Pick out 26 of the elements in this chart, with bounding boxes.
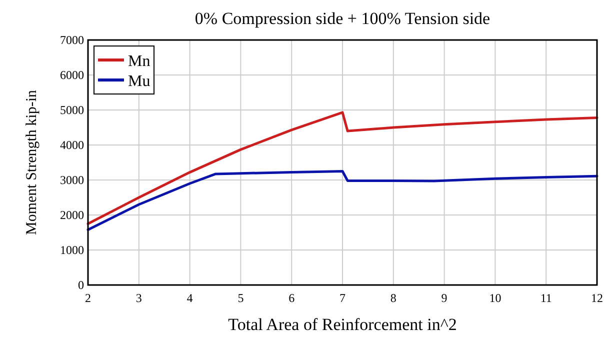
x-tick-label: 3 [136, 291, 142, 305]
x-tick-label: 10 [489, 291, 502, 305]
x-tick-label: 6 [288, 291, 295, 305]
legend-label: Mu [128, 73, 150, 90]
x-tick-label: 5 [238, 291, 244, 305]
y-tick-label: 2000 [60, 208, 84, 222]
x-tick-label: 2 [85, 291, 91, 305]
line-series [86, 111, 598, 225]
y-tick-label: 1000 [60, 243, 84, 257]
y-axis-title: Moment Strength kip-in [24, 90, 40, 235]
y-tick-label: 5000 [60, 103, 84, 117]
x-tick-label: 7 [340, 291, 346, 305]
y-tick-label: 3000 [60, 173, 84, 187]
y-tick-label: 0 [78, 278, 84, 292]
x-tick-label: 11 [540, 291, 552, 305]
line-series [86, 170, 598, 231]
x-tick-label: 9 [441, 291, 448, 305]
x-axis-title: Total Area of Reinforcement in^2 [228, 315, 457, 334]
x-tick-label: 12 [591, 291, 603, 305]
y-tick-label: 6000 [60, 68, 84, 82]
chart-title: 0% Compression side + 100% Tension side [194, 9, 490, 28]
y-tick-label: 4000 [60, 138, 84, 152]
legend-label: Mn [128, 53, 150, 70]
x-tick-label: 8 [390, 291, 396, 305]
y-tick-label: 7000 [60, 33, 84, 47]
x-tick-label: 4 [186, 291, 193, 305]
